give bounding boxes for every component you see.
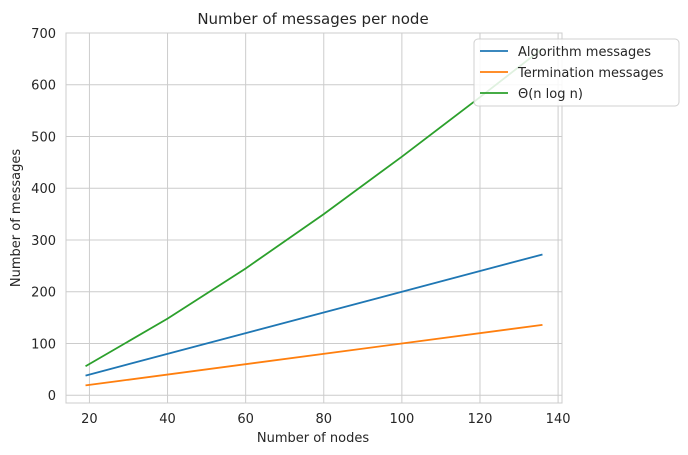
y-tick-label: 400: [31, 182, 56, 197]
legend-label: Algorithm messages: [518, 45, 651, 60]
y-tick-label: 100: [31, 337, 56, 352]
y-axis-ticks: 0 100 200 300 400 500 600 700: [31, 27, 56, 404]
x-tick-label: 20: [81, 412, 98, 427]
legend-label: Termination messages: [517, 66, 664, 81]
x-tick-label: 100: [389, 412, 414, 427]
series-line-2: [85, 323, 543, 387]
y-tick-label: 500: [31, 130, 56, 145]
x-axis-label: Number of nodes: [257, 431, 369, 446]
x-tick-label: 140: [546, 412, 571, 427]
y-tick-label: 200: [31, 286, 56, 301]
x-tick-label: 120: [468, 412, 493, 427]
y-axis-label: Number of messages: [9, 149, 24, 287]
x-tick-label: 60: [237, 412, 254, 427]
chart-title: Number of messages per node: [197, 10, 428, 28]
x-tick-label: 80: [315, 412, 332, 427]
x-tick-label: 40: [159, 412, 176, 427]
y-tick-label: 600: [31, 79, 56, 94]
legend-box: [473, 38, 680, 107]
series-line-1: [85, 253, 543, 377]
legend: Algorithm messages Termination messages Θ(…: [473, 38, 680, 107]
plot-frame: [65, 32, 563, 404]
legend-label: Θ(n log n): [518, 87, 583, 102]
y-tick-label: 300: [31, 234, 56, 249]
y-tick-label: 0: [48, 389, 56, 404]
x-axis-ticks: 20 40 60 80 100 120 140: [81, 412, 570, 427]
y-tick-label: 700: [31, 27, 56, 42]
